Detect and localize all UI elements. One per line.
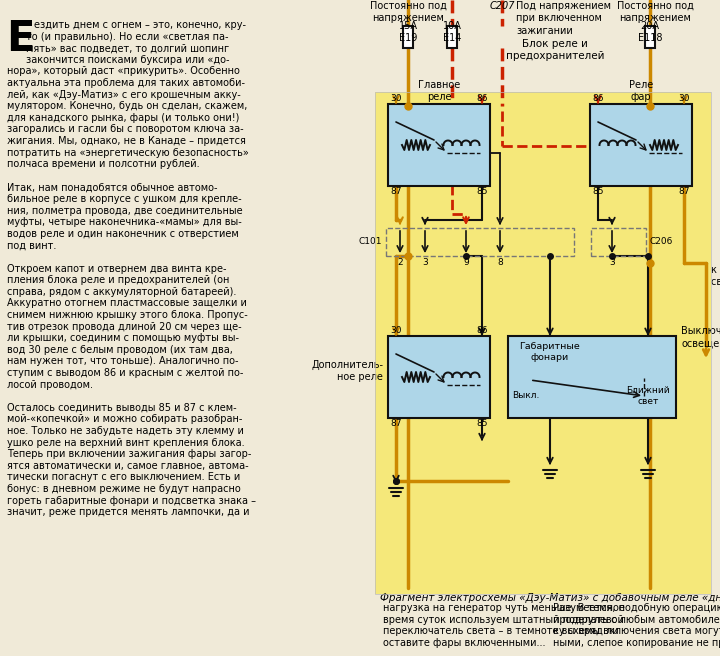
Text: Итак, нам понадобятся обычное автомо-: Итак, нам понадобятся обычное автомо- [7, 182, 217, 192]
Text: ятся автоматически и, самое главное, автома-: ятся автоматически и, самое главное, авт… [7, 461, 248, 471]
Text: под винт.: под винт. [7, 240, 56, 251]
Text: Реле
фар: Реле фар [629, 79, 653, 102]
Text: 3: 3 [609, 258, 615, 267]
Text: 20A
E118: 20A E118 [638, 21, 662, 43]
Text: Откроем капот и отвернем два винта кре-: Откроем капот и отвернем два винта кре- [7, 264, 227, 274]
Text: Главное
реле: Главное реле [418, 79, 460, 102]
Text: справа, рядом с аккумуляторной батареей).: справа, рядом с аккумуляторной батареей)… [7, 287, 236, 297]
Text: ное. Только не забудьте надеть эту клемму и: ное. Только не забудьте надеть эту клемм… [7, 426, 244, 436]
Text: актуальна эта проблема для таких автомоби-: актуальна эта проблема для таких автомоб… [7, 78, 245, 88]
Text: нам нужен тот, что тоньше). Аналогично по-: нам нужен тот, что тоньше). Аналогично п… [7, 356, 238, 367]
Text: значит, реже придется менять лампочки, да и: значит, реже придется менять лампочки, д… [7, 507, 250, 517]
Text: Дополнитель-
ное реле: Дополнитель- ное реле [311, 359, 383, 382]
Text: ступим с выводом 86 и красным с желтой по-: ступим с выводом 86 и красным с желтой п… [7, 368, 243, 378]
Text: закончится поисками буксира или «до-: закончится поисками буксира или «до- [26, 55, 230, 65]
Bar [388, 104, 490, 186]
Text: 3: 3 [422, 258, 428, 267]
Text: муфты, четыре наконечника-«мамы» для вы-: муфты, четыре наконечника-«мамы» для вы- [7, 217, 242, 227]
Text: 30: 30 [678, 94, 690, 103]
Text: Выкл.: Выкл. [513, 392, 540, 401]
Bar [386, 228, 574, 256]
Text: 85: 85 [476, 187, 487, 196]
Text: Фрагмент электросхемы «Дэу-Матиз» с добавочным реле «дневного света».: Фрагмент электросхемы «Дэу-Матиз» с доба… [380, 593, 720, 603]
Text: лосой проводом.: лосой проводом. [7, 380, 93, 390]
Text: ли крышки, соединим с помощью муфты вы-: ли крышки, соединим с помощью муфты вы- [7, 333, 239, 343]
Text: для канадского рынка, фары (и только они!): для канадского рынка, фары (и только они… [7, 113, 239, 123]
Text: потратить на «энергетическую безопасность»: потратить на «энергетическую безопасност… [7, 148, 248, 157]
Text: лей, как «Дэу-Матиз» с его крошечным акку-: лей, как «Дэу-Матиз» с его крошечным акк… [7, 90, 240, 100]
Text: время суток используем штатный подрулевой: время суток используем штатный подрулево… [383, 615, 624, 625]
Text: бильное реле в корпусе с ушком для крепле-: бильное реле в корпусе с ушком для крепл… [7, 194, 242, 204]
Text: мой-«копечкой» и можно собирать разобран-: мой-«копечкой» и можно собирать разобран… [7, 415, 243, 424]
Text: мять» вас подведет, то долгий шопинг: мять» вас подведет, то долгий шопинг [26, 43, 229, 53]
Text: 85: 85 [476, 419, 487, 428]
Text: 2: 2 [397, 258, 402, 267]
Text: C206: C206 [649, 237, 672, 247]
Text: бонус: в дневном режиме не будут напрасно: бонус: в дневном режиме не будут напрасн… [7, 484, 240, 494]
Text: тически погаснут с его выключением. Есть и: тически погаснут с его выключением. Есть… [7, 472, 240, 482]
Bar [388, 336, 490, 418]
Text: 10A
E14: 10A E14 [443, 21, 462, 43]
Text: 87: 87 [678, 187, 690, 196]
Bar [375, 92, 711, 594]
Text: 86: 86 [476, 326, 487, 335]
Text: нора», который даст «прикурить». Особенно: нора», который даст «прикурить». Особенн… [7, 66, 240, 76]
Text: снимем нижнюю крышку этого блока. Пропус-: снимем нижнюю крышку этого блока. Пропус… [7, 310, 248, 320]
Text: мулятором. Конечно, будь он сделан, скажем,: мулятором. Конечно, будь он сделан, скаж… [7, 101, 248, 112]
Text: Постоянно под
напряжением: Постоянно под напряжением [369, 1, 446, 24]
Bar [403, 26, 413, 48]
Bar [591, 228, 646, 256]
Text: вод 30 реле с белым проводом (их там два,: вод 30 реле с белым проводом (их там два… [7, 345, 233, 355]
Bar [508, 336, 676, 418]
Text: проделать с любым автомобилем, но посколь-: проделать с любым автомобилем, но поскол… [553, 615, 720, 625]
Text: 15A
E19: 15A E19 [398, 21, 418, 43]
Text: Постоянно под
напряжением: Постоянно под напряжением [616, 1, 693, 24]
Text: тив отрезок провода длиной 20 см через ще-: тив отрезок провода длиной 20 см через щ… [7, 321, 242, 331]
Text: 87: 87 [390, 419, 402, 428]
Text: C207: C207 [490, 1, 515, 11]
Text: Разумеется, подобную операцию можно: Разумеется, подобную операцию можно [553, 603, 720, 613]
Bar [447, 26, 457, 48]
Text: ными, слепое копирование не пройдет.: ными, слепое копирование не пройдет. [553, 638, 720, 648]
Text: нагрузка на генератор чуть меньше. В темное: нагрузка на генератор чуть меньше. В тем… [383, 603, 625, 613]
Text: Блок реле и
предохранителей: Блок реле и предохранителей [505, 39, 604, 62]
Text: 87: 87 [390, 187, 402, 196]
Text: E: E [6, 18, 35, 60]
Text: ния, полметра провода, две соединительные: ния, полметра провода, две соединительны… [7, 205, 243, 216]
Text: переключатель света – в темноте вы вряд ли: переключатель света – в темноте вы вряд … [383, 626, 618, 636]
Bar [375, 92, 711, 594]
Text: C101: C101 [359, 237, 382, 247]
Text: Ближний
свет: Ближний свет [626, 386, 670, 406]
Text: Выключатель
освещения: Выключатель освещения [681, 326, 720, 348]
Bar [645, 26, 655, 48]
Text: то (и правильно). Но если «светлая па-: то (и правильно). Но если «светлая па- [26, 31, 228, 41]
Text: Под напряжением
при включенном
зажигании: Под напряжением при включенном зажигании [516, 1, 611, 36]
Text: 85: 85 [593, 187, 604, 196]
Text: 30: 30 [390, 94, 402, 103]
Text: Габаритные
фонари: Габаритные фонари [520, 342, 580, 362]
Text: гореть габаритные фонари и подсветка знака –: гореть габаритные фонари и подсветка зна… [7, 495, 256, 506]
Text: 86: 86 [476, 94, 487, 103]
Text: Осталось соединить выводы 85 и 87 с клем-: Осталось соединить выводы 85 и 87 с клем… [7, 403, 237, 413]
Text: 9: 9 [463, 258, 469, 267]
Text: полчаса времени и полсотни рублей.: полчаса времени и полсотни рублей. [7, 159, 199, 169]
Text: Теперь при включении зажигания фары загор-: Теперь при включении зажигания фары заго… [7, 449, 251, 459]
Text: оставите фары включенными...: оставите фары включенными... [383, 638, 546, 648]
Text: 30: 30 [390, 326, 402, 335]
Text: 8: 8 [497, 258, 503, 267]
Text: ку схемы включения света могут быть различ-: ку схемы включения света могут быть разл… [553, 626, 720, 636]
Text: загорались и гасли бы с поворотом ключа за-: загорались и гасли бы с поворотом ключа … [7, 125, 243, 134]
Text: водов реле и один наконечник с отверстием: водов реле и один наконечник с отверстие… [7, 229, 239, 239]
Text: Аккуратно отогнем пластмассовые защелки и: Аккуратно отогнем пластмассовые защелки … [7, 298, 247, 308]
Text: жигания. Мы, однако, не в Канаде – придется: жигания. Мы, однако, не в Канаде – приде… [7, 136, 246, 146]
Text: пления блока реле и предохранителей (он: пления блока реле и предохранителей (он [7, 276, 230, 285]
Bar [590, 104, 692, 186]
Text: ушко реле на верхний винт крепления блока.: ушко реле на верхний винт крепления блок… [7, 438, 245, 447]
Text: ездить днем с огнем – это, конечно, кру-: ездить днем с огнем – это, конечно, кру- [34, 20, 246, 30]
Text: 86: 86 [593, 94, 604, 103]
Text: к переключателю
света фар: к переключателю света фар [711, 265, 720, 287]
